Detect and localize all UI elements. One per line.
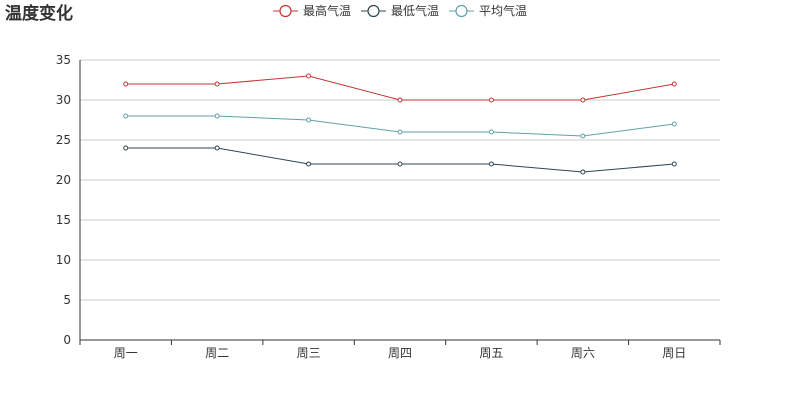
data-point[interactable] — [671, 161, 677, 167]
data-point[interactable] — [123, 81, 129, 87]
data-point[interactable] — [397, 97, 403, 103]
series-1 — [123, 73, 677, 103]
y-tick-label: 25 — [56, 133, 71, 147]
data-point[interactable] — [306, 117, 312, 123]
x-tick-label: 周二 — [205, 346, 229, 360]
data-point[interactable] — [397, 129, 403, 135]
x-tick-label: 周五 — [479, 346, 503, 360]
legend-line-circle-icon — [449, 4, 474, 18]
data-point[interactable] — [671, 121, 677, 127]
x-tick-label: 周日 — [662, 346, 686, 360]
legend-label: 最高气温 — [303, 3, 351, 18]
data-point[interactable] — [123, 113, 129, 119]
x-tick-label: 周三 — [297, 346, 321, 360]
legend-line-circle-icon — [361, 4, 386, 18]
x-tick-label: 周一 — [114, 346, 138, 360]
data-point[interactable] — [488, 161, 494, 167]
y-axis: 0 5 10 15 20 25 30 35 — [56, 53, 81, 347]
y-tick-label: 30 — [56, 93, 71, 107]
x-tick-label: 周六 — [571, 346, 595, 360]
series-3 — [123, 113, 677, 139]
legend-item-2[interactable]: 最低气温 — [361, 3, 439, 18]
data-point[interactable] — [306, 73, 312, 79]
x-tick-label: 周四 — [388, 346, 412, 360]
data-point[interactable] — [123, 145, 129, 151]
legend[interactable]: 最高气温 最低气温 平均气温 — [273, 3, 527, 18]
data-point[interactable] — [214, 145, 220, 151]
series-line — [125, 75, 675, 101]
data-point[interactable] — [580, 169, 586, 175]
y-tick-label: 5 — [63, 293, 71, 307]
data-point[interactable] — [488, 97, 494, 103]
y-tick-label: 20 — [56, 173, 71, 187]
data-point[interactable] — [214, 81, 220, 87]
y-tick-label: 0 — [63, 333, 71, 347]
data-point[interactable] — [580, 97, 586, 103]
legend-line-circle-icon — [273, 4, 298, 18]
legend-label: 最低气温 — [391, 3, 439, 18]
data-point[interactable] — [671, 81, 677, 87]
y-tick-label: 10 — [56, 253, 71, 267]
y-grid-lines — [80, 59, 720, 301]
chart-title: 温度变化 — [5, 3, 73, 24]
data-point[interactable] — [488, 129, 494, 135]
x-axis: 周一 周二 周三 周四 周五 周六 周日 — [79, 339, 721, 360]
legend-icon-circle — [279, 4, 292, 18]
legend-item-1[interactable]: 最高气温 — [273, 3, 351, 18]
y-tick-label: 35 — [56, 53, 71, 67]
y-tick-label: 15 — [56, 213, 71, 227]
legend-item-3[interactable]: 平均气温 — [449, 3, 527, 18]
data-point[interactable] — [306, 161, 312, 167]
series-line — [125, 147, 675, 173]
legend-icon-circle — [455, 4, 468, 18]
legend-label: 平均气温 — [479, 3, 527, 18]
data-point[interactable] — [397, 161, 403, 167]
series-2 — [123, 145, 677, 175]
data-point[interactable] — [214, 113, 220, 119]
series-layer — [123, 73, 677, 175]
legend-icon-circle — [367, 4, 380, 18]
data-point[interactable] — [580, 133, 586, 139]
